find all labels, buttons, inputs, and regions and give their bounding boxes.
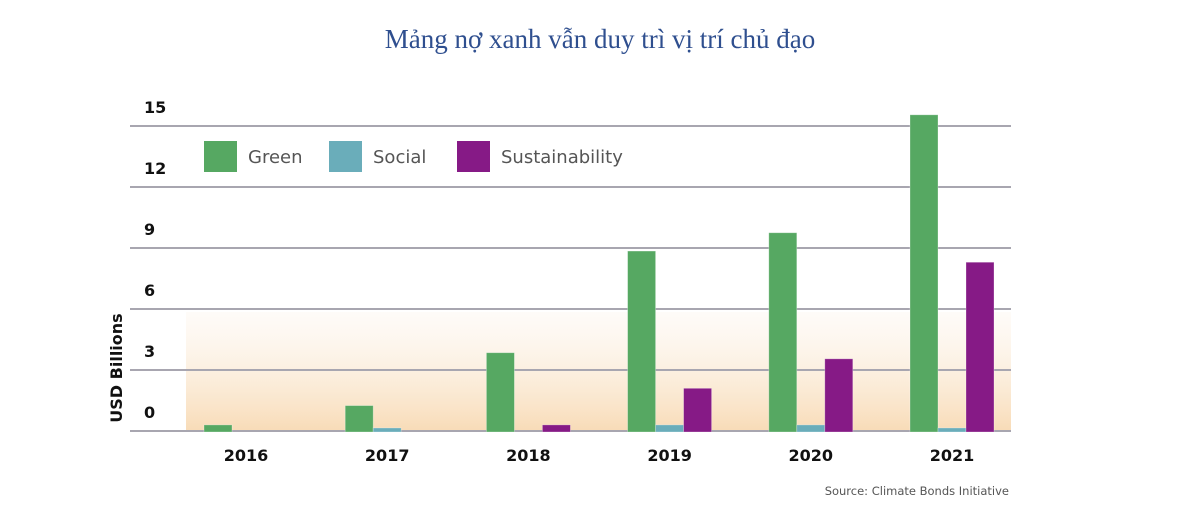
legend-swatch-sustainability [457,141,490,172]
bar-green-2019 [627,250,656,433]
bar-green-2021 [909,114,939,433]
bar-social-2020 [796,424,826,433]
x-tick-label: 2016 [224,446,269,465]
y-tick-label: 9 [144,220,155,239]
bar-sustainability-2020 [824,358,854,433]
legend-swatch-green [204,141,237,172]
y-tick-label: 3 [144,342,155,361]
bar-social-2019 [655,424,684,433]
bar-green-2017 [344,405,374,433]
y-tick-label: 6 [144,281,155,300]
legend-label-social: Social [373,147,426,168]
highlight-band [186,312,1011,432]
bar-social-2017 [372,427,402,433]
bar-sustainability-2018 [542,424,571,433]
bar-social-2021 [937,427,967,433]
legend-label-green: Green [248,147,303,168]
bar-sustainability-2021 [965,261,995,433]
chart-title: Mảng nợ xanh vẫn duy trì vị trí chủ đạo [384,24,816,54]
y-tick-label: 0 [144,403,155,422]
legend-label-sustainability: Sustainability [501,147,623,168]
bar-green-2020 [768,232,798,433]
y-tick-label: 12 [144,159,166,178]
y-axis-label: USD Billions [107,313,126,422]
source-note: Source: Climate Bonds Initiative [825,484,1009,498]
x-tick-label: 2021 [930,446,975,465]
legend: Green Social Sustainability [204,141,623,172]
x-tick-label: 2017 [365,446,410,465]
x-tick-label: 2019 [647,446,692,465]
bar-sustainability-2019 [683,387,712,433]
x-tick-label: 2018 [506,446,551,465]
bar-green-2016 [203,424,233,433]
y-tick-label: 15 [144,98,166,117]
bar-green-2018 [485,352,515,433]
legend-swatch-social [329,141,362,172]
x-tick-label: 2020 [789,446,834,465]
